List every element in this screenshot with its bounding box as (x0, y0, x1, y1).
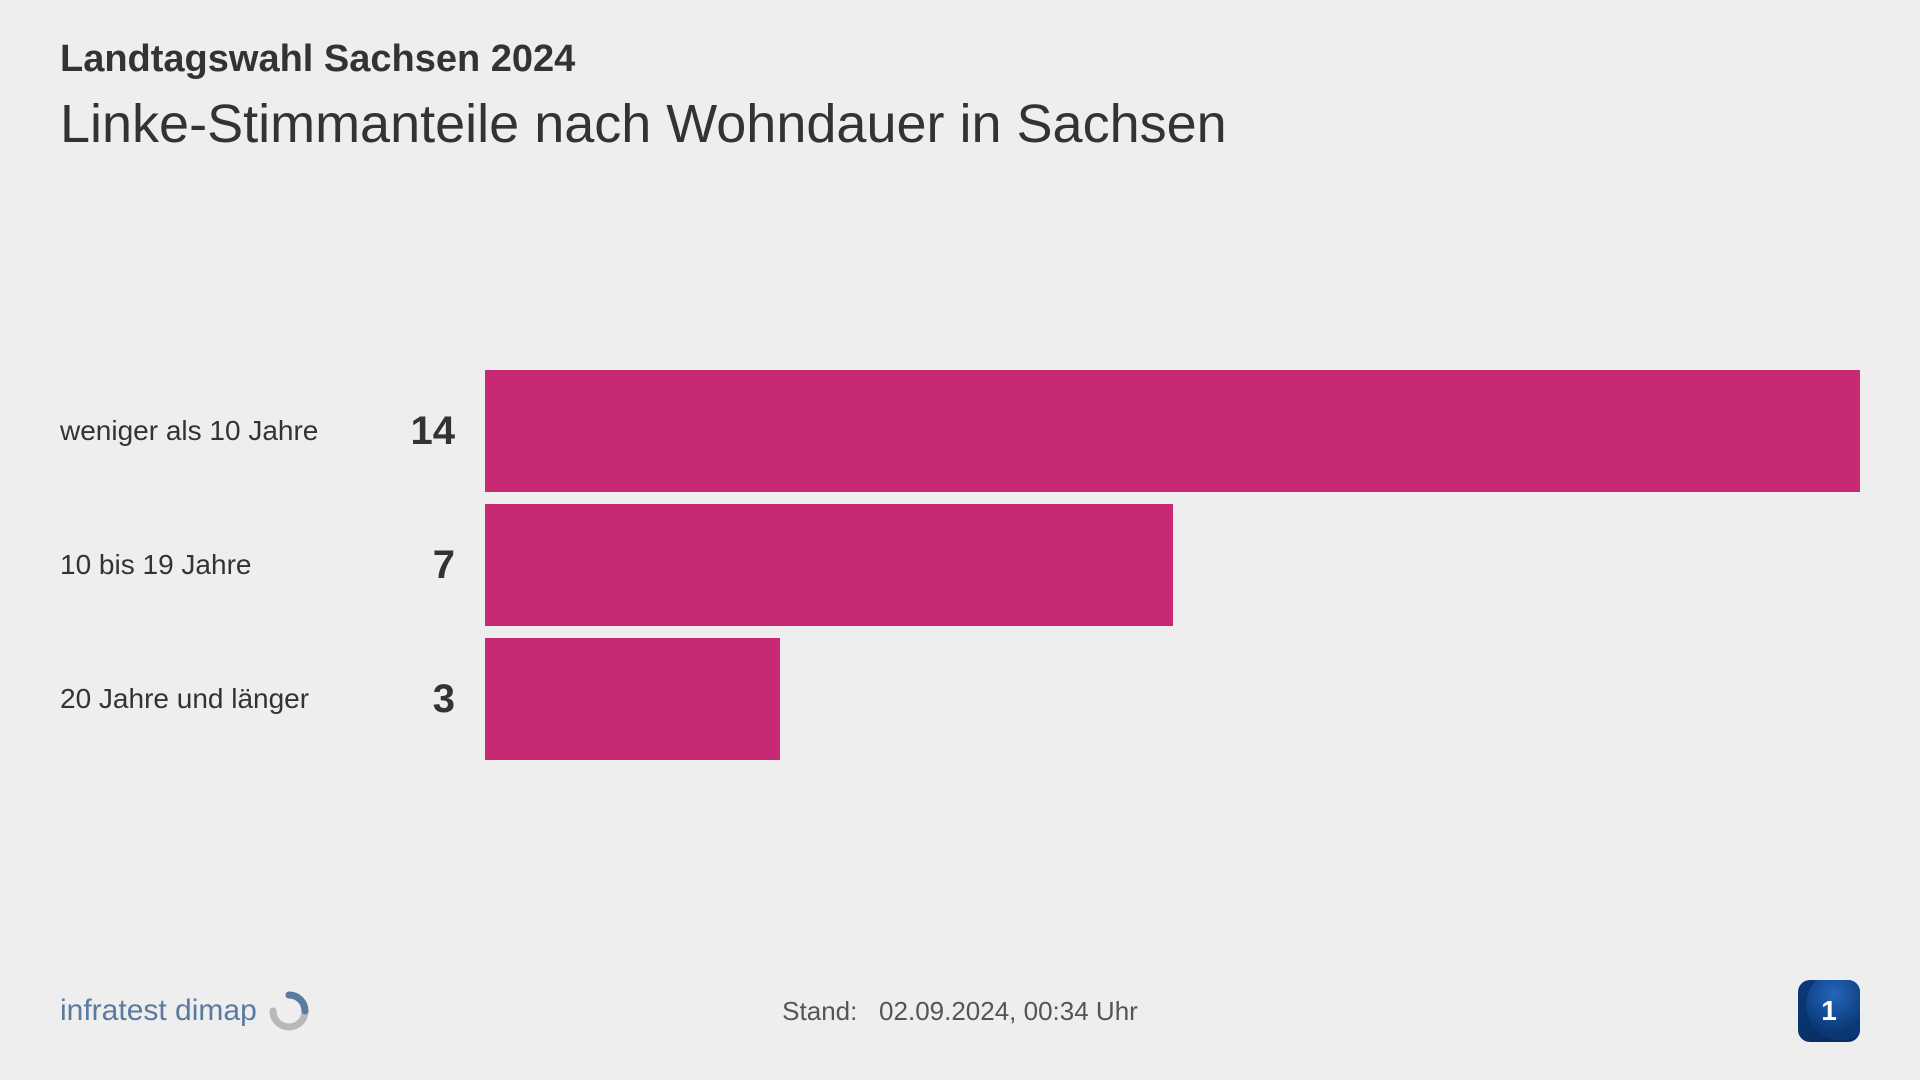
category-label: weniger als 10 Jahre (60, 415, 380, 447)
bar (485, 370, 1860, 492)
broadcaster-logo: 1 (1798, 980, 1860, 1042)
category-label: 20 Jahre und länger (60, 683, 380, 715)
broadcaster-symbol: 1 (1821, 995, 1837, 1027)
chart-supertitle: Landtagswahl Sachsen 2024 (60, 38, 1227, 81)
chart-title: Linke-Stimmanteile nach Wohndauer in Sac… (60, 93, 1227, 155)
bar-track (485, 370, 1860, 492)
timestamp-value: 02.09.2024, 00:34 Uhr (879, 996, 1138, 1026)
bar-chart: weniger als 10 Jahre1410 bis 19 Jahre720… (60, 370, 1860, 772)
value-label: 3 (380, 677, 485, 722)
bar-track (485, 638, 1860, 760)
chart-header: Landtagswahl Sachsen 2024 Linke-Stimmant… (60, 38, 1227, 155)
timestamp: Stand: 02.09.2024, 00:34 Uhr (782, 996, 1138, 1027)
infratest-dimap-icon (269, 991, 309, 1031)
value-label: 7 (380, 543, 485, 588)
value-label: 14 (380, 409, 485, 454)
bar-track (485, 504, 1860, 626)
bar-row: 10 bis 19 Jahre7 (60, 504, 1860, 626)
source-text: infratest dimap (60, 994, 257, 1028)
bar-row: 20 Jahre und länger3 (60, 638, 1860, 760)
source-attribution: infratest dimap (60, 991, 309, 1031)
timestamp-label: Stand: (782, 996, 857, 1026)
bar-row: weniger als 10 Jahre14 (60, 370, 1860, 492)
bar (485, 504, 1173, 626)
bar (485, 638, 780, 760)
chart-footer: infratest dimap Stand: 02.09.2024, 00:34… (60, 980, 1860, 1042)
category-label: 10 bis 19 Jahre (60, 549, 380, 581)
